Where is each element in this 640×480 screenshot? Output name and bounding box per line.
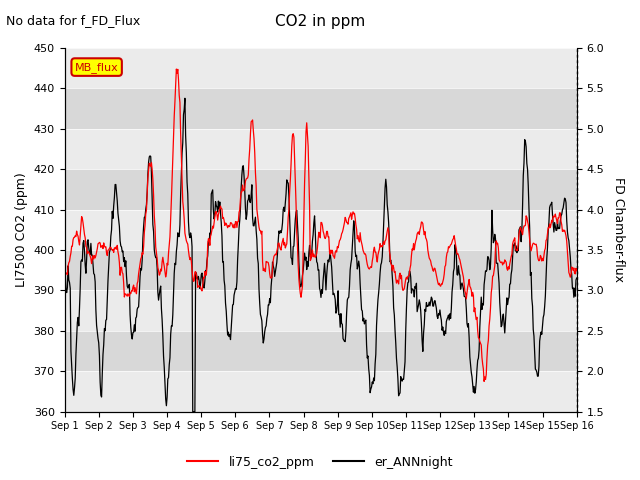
Y-axis label: LI7500 CO2 (ppm): LI7500 CO2 (ppm)	[15, 172, 28, 287]
Bar	[65, 129, 577, 169]
Legend: li75_co2_ppm, er_ANNnight: li75_co2_ppm, er_ANNnight	[182, 451, 458, 474]
Y-axis label: FD Chamber-flux: FD Chamber-flux	[612, 177, 625, 282]
Bar	[65, 210, 577, 250]
Bar	[65, 331, 577, 371]
Bar	[65, 48, 577, 88]
Bar	[65, 88, 577, 129]
Text: CO2 in ppm: CO2 in ppm	[275, 14, 365, 29]
Bar	[65, 169, 577, 210]
Text: MB_flux: MB_flux	[75, 61, 118, 72]
Bar	[65, 371, 577, 412]
Bar	[65, 250, 577, 290]
Text: No data for f_FD_Flux: No data for f_FD_Flux	[6, 14, 141, 27]
Bar	[65, 290, 577, 331]
